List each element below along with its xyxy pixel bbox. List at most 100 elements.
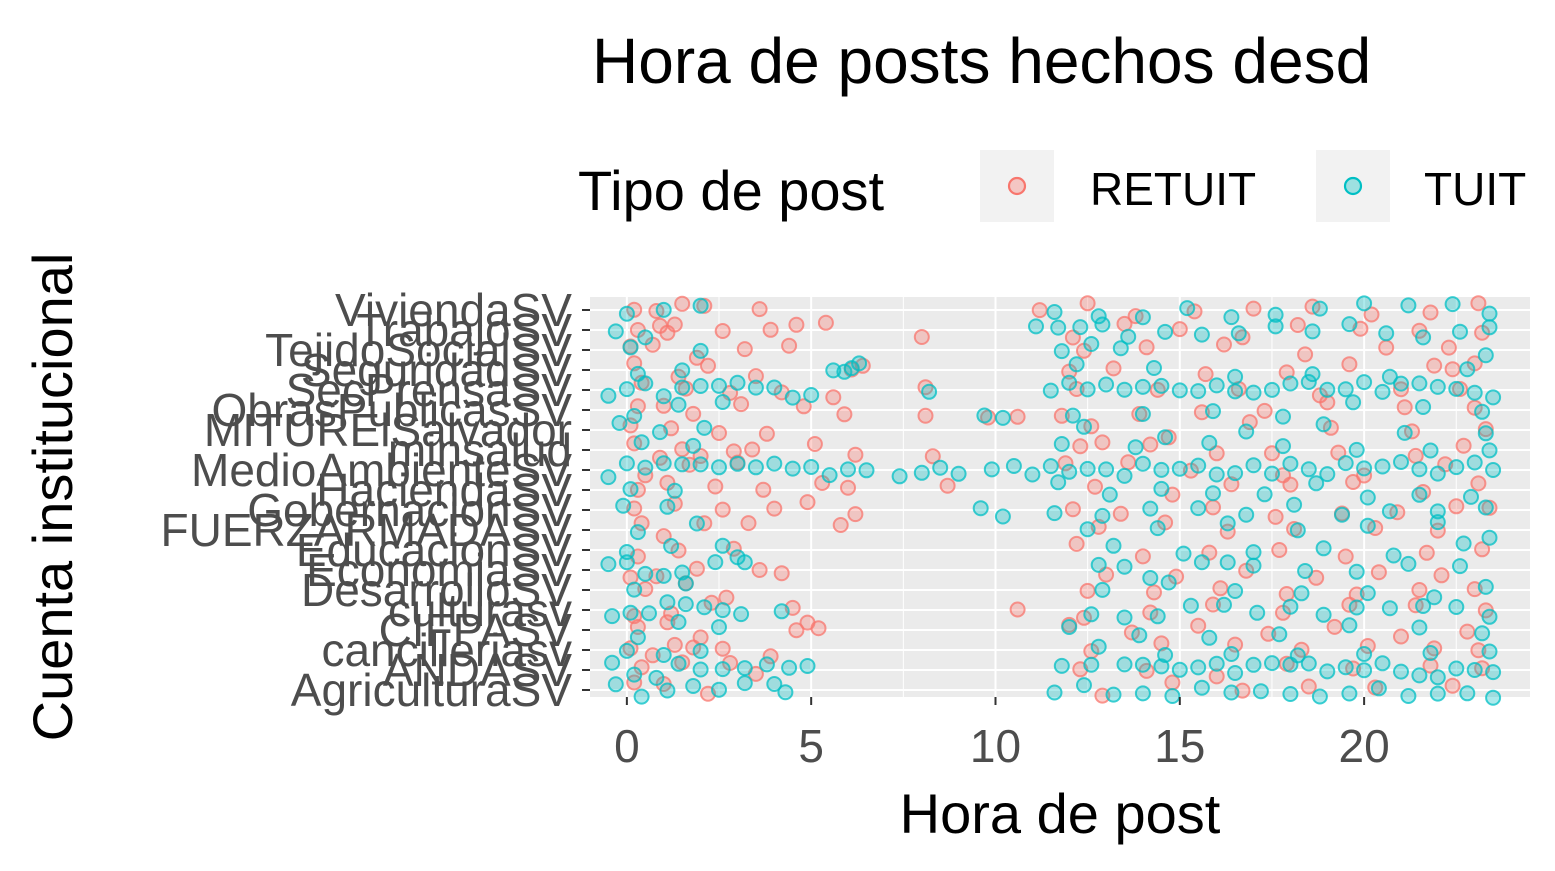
data-point-retuit bbox=[1064, 501, 1081, 518]
data-point-tuit bbox=[1304, 366, 1321, 383]
data-point-tuit bbox=[913, 464, 930, 481]
data-point-retuit bbox=[1448, 498, 1465, 515]
data-point-tuit bbox=[1153, 377, 1170, 394]
data-point-tuit bbox=[1378, 325, 1395, 342]
data-point-retuit bbox=[1146, 584, 1162, 601]
data-point-tuit bbox=[736, 660, 753, 677]
data-point-tuit bbox=[1079, 381, 1096, 398]
data-point-tuit bbox=[1142, 500, 1159, 517]
data-point-tuit bbox=[1411, 619, 1428, 636]
data-point-tuit bbox=[1064, 407, 1081, 424]
data-point-retuit bbox=[836, 406, 853, 423]
data-point-retuit bbox=[1459, 623, 1476, 640]
legend-label-retuit: RETUIT bbox=[1090, 163, 1256, 215]
data-point-tuit bbox=[1050, 319, 1067, 336]
data-point-tuit bbox=[1090, 308, 1107, 325]
data-point-tuit bbox=[836, 363, 853, 380]
data-point-tuit bbox=[766, 676, 783, 692]
data-point-tuit bbox=[1359, 517, 1376, 534]
data-point-tuit bbox=[655, 647, 672, 663]
data-point-tuit bbox=[1227, 665, 1244, 681]
data-point-tuit bbox=[1311, 688, 1328, 705]
data-point-tuit bbox=[1061, 619, 1078, 635]
data-point-tuit bbox=[1171, 382, 1188, 399]
data-point-tuit bbox=[652, 424, 668, 441]
data-point-retuit bbox=[924, 448, 941, 465]
data-point-tuit bbox=[1348, 599, 1365, 616]
data-point-tuit bbox=[1337, 381, 1354, 398]
data-point-tuit bbox=[1190, 383, 1207, 400]
data-point-tuit bbox=[799, 658, 816, 674]
data-point-retuit bbox=[1422, 304, 1439, 321]
y-tick-label: cancilleriasv bbox=[321, 624, 572, 676]
data-point-tuit bbox=[1193, 554, 1210, 571]
data-point-tuit bbox=[1426, 589, 1443, 606]
data-point-tuit bbox=[891, 468, 908, 485]
data-point-retuit bbox=[1142, 604, 1159, 621]
data-point-tuit bbox=[674, 362, 691, 379]
data-point-retuit bbox=[1241, 414, 1258, 431]
data-point-tuit bbox=[994, 508, 1011, 525]
data-point-tuit bbox=[637, 459, 654, 476]
data-point-tuit bbox=[1245, 557, 1262, 574]
data-point-tuit bbox=[1282, 598, 1299, 615]
data-point-tuit bbox=[1201, 629, 1218, 646]
data-point-tuit bbox=[1024, 466, 1041, 483]
data-point-tuit bbox=[648, 669, 665, 686]
y-tick-label: CIFPASV bbox=[379, 604, 573, 656]
data-point-retuit bbox=[1297, 346, 1314, 363]
data-point-tuit bbox=[840, 461, 856, 478]
data-point-tuit bbox=[1381, 503, 1398, 520]
data-point-tuit bbox=[1348, 441, 1365, 458]
data-point-retuit bbox=[751, 301, 768, 318]
data-point-tuit bbox=[1374, 655, 1391, 672]
data-point-retuit bbox=[1422, 657, 1439, 674]
data-point-tuit bbox=[659, 594, 676, 611]
data-point-tuit bbox=[604, 654, 621, 671]
data-point-tuit bbox=[1337, 659, 1354, 676]
data-point-tuit bbox=[1393, 454, 1409, 470]
data-point-retuit bbox=[1282, 476, 1299, 493]
data-point-retuit bbox=[1363, 306, 1380, 323]
data-point-retuit bbox=[939, 477, 956, 494]
data-point-tuit bbox=[1477, 347, 1494, 364]
data-point-tuit bbox=[1356, 646, 1373, 662]
data-point-tuit bbox=[696, 419, 713, 436]
data-point-tuit bbox=[1264, 655, 1280, 672]
data-point-retuit bbox=[832, 517, 849, 533]
data-point-tuit bbox=[1359, 585, 1376, 602]
data-point-tuit bbox=[1153, 461, 1170, 478]
data-point-retuit bbox=[1444, 361, 1461, 378]
data-point-retuit bbox=[714, 501, 731, 518]
data-point-retuit bbox=[1134, 548, 1151, 565]
data-point-tuit bbox=[1429, 378, 1446, 395]
data-point-tuit bbox=[711, 377, 727, 394]
data-point-tuit bbox=[622, 339, 639, 356]
data-point-tuit bbox=[1134, 685, 1151, 702]
data-point-retuit bbox=[1378, 339, 1395, 356]
data-point-tuit bbox=[1297, 563, 1314, 579]
data-point-tuit bbox=[803, 459, 820, 475]
data-point-tuit bbox=[950, 465, 967, 482]
legend: Tipo de post RETUIT TUIT bbox=[578, 150, 1526, 222]
data-point-tuit bbox=[729, 455, 746, 472]
data-point-tuit bbox=[1300, 374, 1317, 390]
data-point-tuit bbox=[1319, 466, 1336, 483]
data-point-retuit bbox=[1212, 580, 1229, 597]
data-point-tuit bbox=[921, 383, 938, 400]
data-point-tuit bbox=[1083, 336, 1100, 352]
data-point-tuit bbox=[711, 681, 727, 698]
data-point-tuit bbox=[1076, 418, 1092, 435]
data-point-tuit bbox=[1477, 578, 1494, 595]
data-point-tuit bbox=[1090, 638, 1107, 655]
data-point-tuit bbox=[1116, 467, 1133, 484]
data-point-retuit bbox=[788, 316, 805, 333]
data-point-retuit bbox=[1393, 628, 1409, 645]
data-point-tuit bbox=[1046, 304, 1063, 320]
data-point-tuit bbox=[685, 437, 702, 454]
data-point-retuit bbox=[1407, 447, 1424, 464]
data-point-tuit bbox=[1370, 680, 1387, 697]
data-point-tuit bbox=[714, 394, 731, 410]
data-point-tuit bbox=[674, 456, 691, 473]
data-point-tuit bbox=[1485, 389, 1502, 406]
